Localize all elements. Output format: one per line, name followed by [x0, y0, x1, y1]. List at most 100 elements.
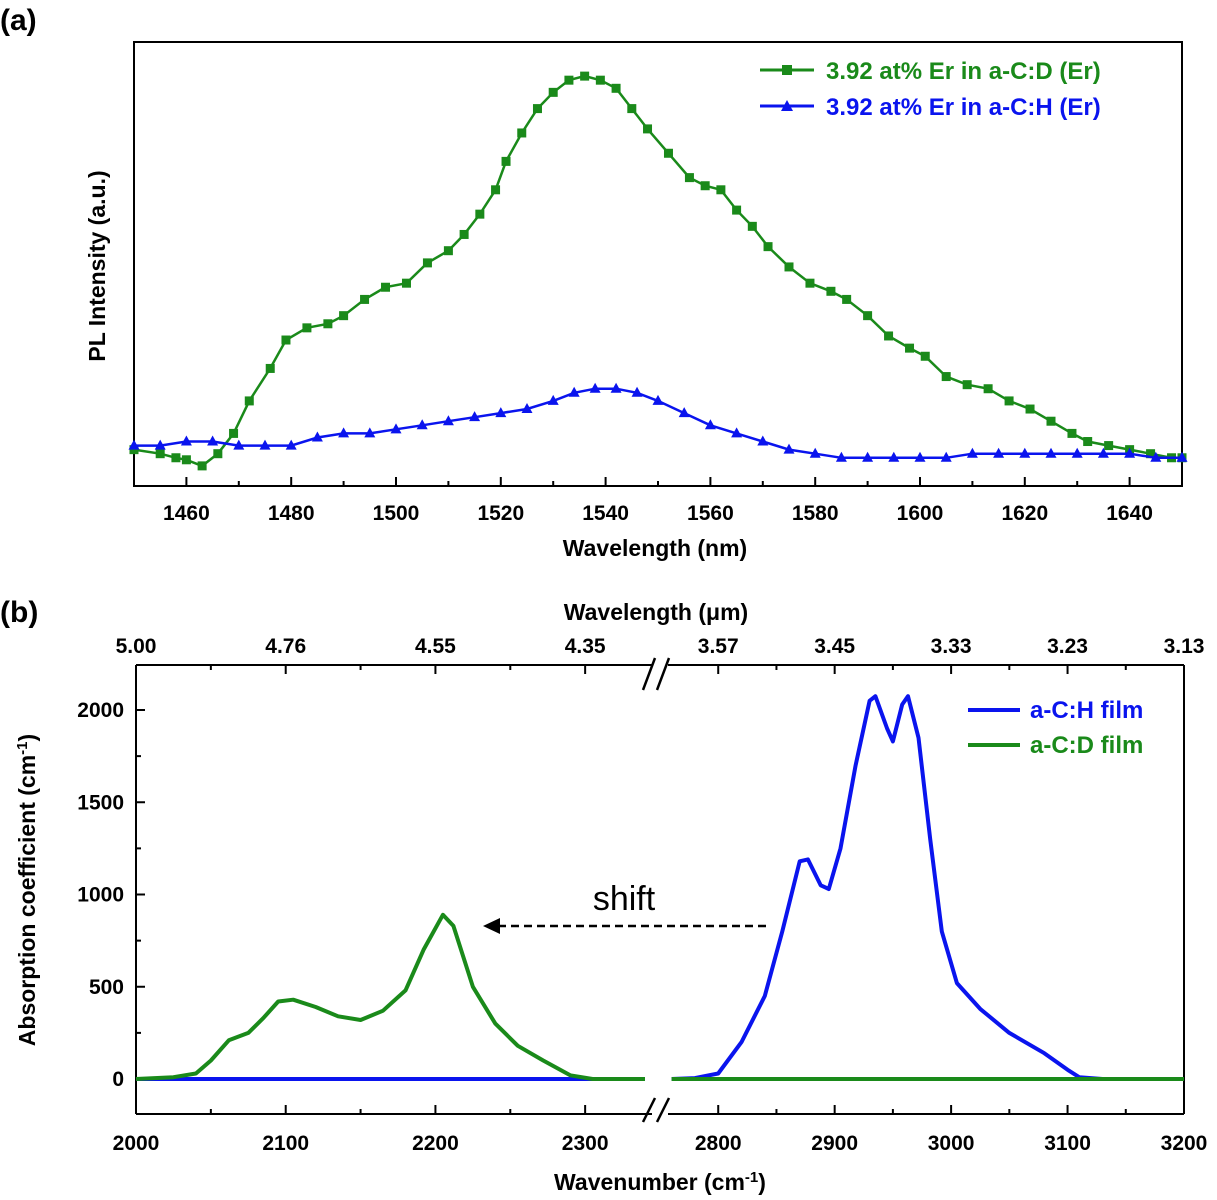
a-series-1-point — [547, 394, 559, 405]
a-series-0-point — [983, 384, 993, 394]
panel-b-plot-frame — [135, 664, 1185, 1115]
a-series-1-point — [207, 435, 219, 446]
a-series-0-point — [443, 246, 453, 256]
a-x-tick-label: 1500 — [373, 502, 420, 525]
a-series-1-point — [809, 447, 821, 458]
a-series-1-point — [914, 451, 926, 462]
panel-b-x-ticks: 2000 2100 2200 2300 2800 2900 3000 3100 3200 — [113, 1105, 1208, 1155]
a-x-tick-label: 1460 — [163, 502, 210, 525]
a-series-0-point — [517, 128, 527, 138]
a-series-1-point — [416, 419, 428, 430]
a-series-0-point — [863, 311, 873, 321]
a-series-0-point — [475, 209, 485, 219]
a-series-0-point — [181, 455, 191, 465]
a-series-0-point — [747, 221, 757, 231]
a-series-0-point — [826, 286, 836, 296]
a-series-0-point — [732, 205, 742, 215]
a-series-0-point — [842, 294, 852, 304]
panel-b-y-axis-title-end: ) — [14, 734, 40, 742]
panel-b-y-axis-title: Absorption coefficient (cm-1) — [14, 734, 41, 1046]
a-series-0-point — [548, 87, 558, 97]
panel-b-series — [135, 694, 1184, 1081]
b-top-tick-label: 3.23 — [1047, 635, 1088, 658]
a-series-1-point — [521, 403, 533, 414]
panel-a-x-axis-title: Wavelength (nm) — [563, 535, 747, 561]
a-series-0-point — [1025, 404, 1035, 414]
a-series-0-point — [302, 323, 312, 333]
a-series-1-point — [311, 431, 323, 442]
a-series-0-point — [339, 311, 349, 321]
panel-b-y-axis-title-main: Absorption coefficient (cm — [14, 755, 40, 1046]
a-series-0-point — [905, 343, 915, 353]
a-series-line-0 — [133, 74, 1182, 468]
a-series-0-point — [564, 75, 574, 85]
a-series-0-point — [323, 319, 333, 329]
a-series-0-point — [684, 173, 694, 183]
panel-b-y-ticks: 0 500 1000 1500 2000 — [77, 699, 145, 1091]
a-series-0-point — [381, 282, 391, 292]
a-series-1-point — [338, 427, 350, 438]
a-series-0-point — [197, 461, 207, 471]
a-series-1-point — [835, 451, 847, 462]
a-series-1-point — [285, 439, 297, 450]
a-series-1-point — [888, 451, 900, 462]
a-series-0-point — [1004, 396, 1014, 406]
a-series-0-point — [627, 104, 637, 114]
a-series-1-point — [652, 394, 664, 405]
a-series-1-point — [233, 439, 245, 450]
a-series-1-point — [390, 423, 402, 434]
a-series-1-point — [180, 435, 192, 446]
a-series-0-point — [1146, 449, 1156, 459]
panel-a-label: (a) — [0, 4, 37, 37]
a-series-0-point — [532, 104, 542, 114]
a-series-1-point — [1019, 447, 1031, 458]
a-series-1-point — [128, 439, 140, 450]
a-series-0-point — [244, 396, 254, 406]
panel-b-x-axis-title: Wavenumber (cm-1) — [554, 1169, 766, 1196]
b-top-tick-label: 5.00 — [116, 635, 157, 658]
b-y-tick-label: 0 — [112, 1068, 124, 1091]
a-series-0-point — [700, 181, 710, 191]
a-series-0-point — [401, 278, 411, 288]
a-series-0-point — [611, 83, 621, 93]
legend-a-label-1: 3.92 at% Er in a-C:H (Er) — [826, 94, 1101, 121]
a-series-1-point — [783, 443, 795, 454]
b-x-tick-label: 3000 — [928, 1132, 975, 1155]
a-series-0-point — [941, 372, 951, 382]
b-x-tick-label: 2900 — [811, 1132, 858, 1155]
panel-a-legend: 3.92 at% Er in a-C:D (Er) 3.92 at% Er in… — [760, 58, 1101, 121]
a-series-0-point — [213, 449, 223, 459]
a-series-1-point — [631, 386, 643, 397]
panel-b-top-axis-title: Wavelength (μm) — [564, 599, 748, 625]
a-series-0-point — [805, 278, 815, 288]
b-top-tick-label: 4.35 — [565, 635, 606, 658]
a-series-0-point — [281, 335, 291, 345]
a-series-1-point — [704, 419, 716, 430]
a-series-0-point — [501, 156, 511, 166]
a-x-tick-label: 1560 — [687, 502, 734, 525]
legend-a-marker-0 — [782, 65, 792, 75]
a-series-1-point — [940, 451, 952, 462]
panel-b: (b) Wavelength (μm) 2000 2100 2200 2300 2800… — [0, 596, 1207, 1195]
a-series-1-point — [731, 427, 743, 438]
a-series-1-point — [154, 439, 166, 450]
axis-break-marks — [641, 657, 671, 1123]
a-series-1-point — [966, 447, 978, 458]
a-series-1-point — [1124, 447, 1136, 458]
b-top-tick-label: 3.33 — [931, 635, 972, 658]
a-series-0-point — [1083, 437, 1093, 447]
b-y-tick-label: 500 — [89, 976, 124, 999]
a-series-0-point — [763, 242, 773, 252]
a-x-tick-label: 1600 — [897, 502, 944, 525]
a-series-1-point — [495, 407, 507, 418]
b-x-tick-label: 3200 — [1161, 1132, 1208, 1155]
a-x-tick-label: 1640 — [1106, 502, 1153, 525]
panel-a-x-ticks: 1460 1480 1500 1520 1540 1560 1580 1600 1620 1640 — [163, 477, 1153, 525]
a-series-1-point — [610, 382, 622, 393]
a-series-0-point — [129, 445, 139, 455]
b-top-tick-label: 4.76 — [265, 635, 306, 658]
a-series-0-point — [422, 258, 432, 268]
b-x-tick-label: 2200 — [412, 1132, 459, 1155]
b-x-tick-label: 2100 — [262, 1132, 309, 1155]
